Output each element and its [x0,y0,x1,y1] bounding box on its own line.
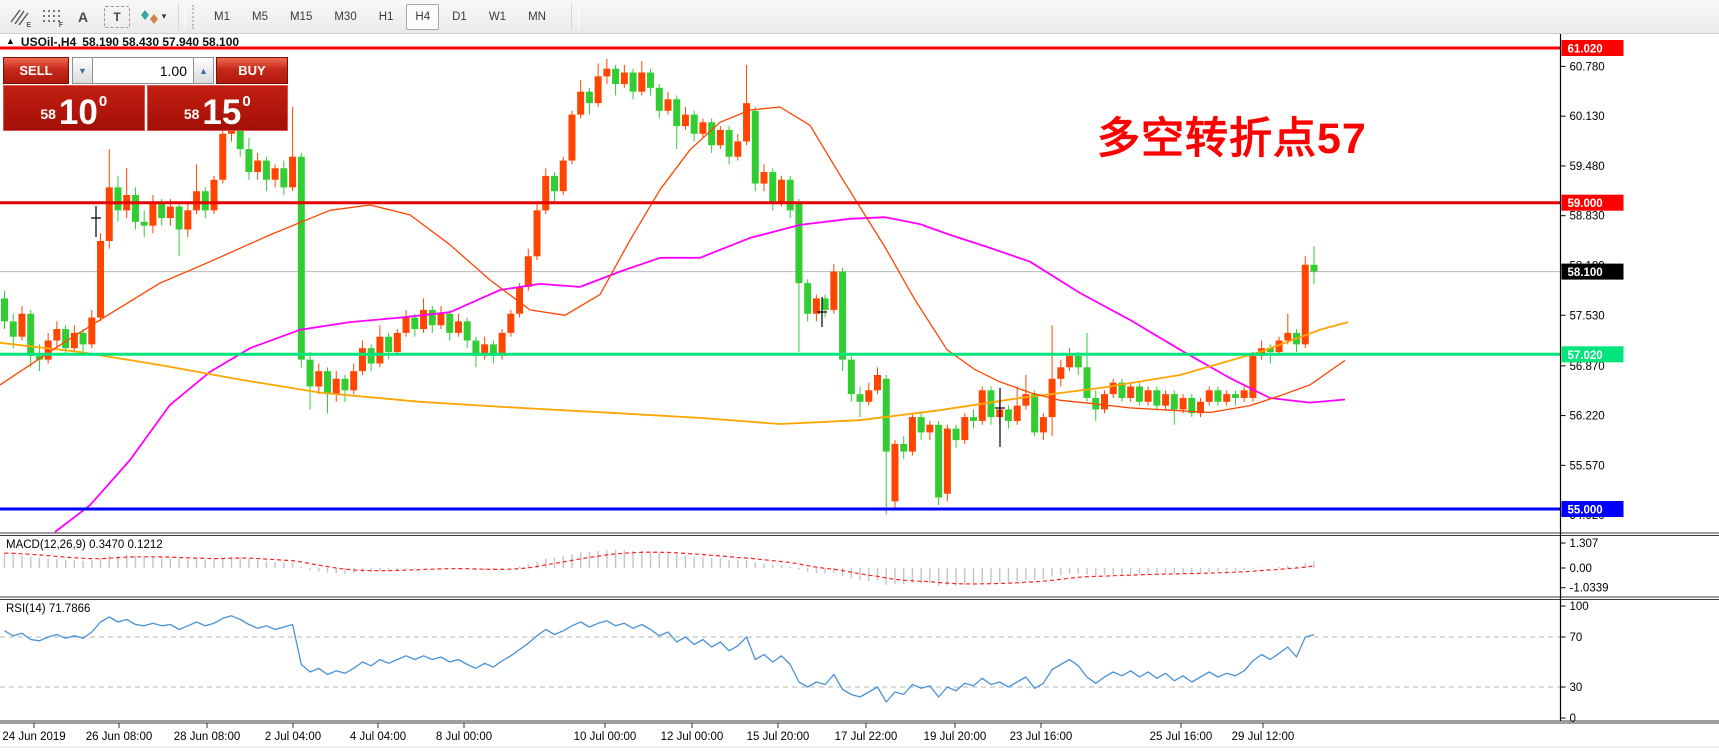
rsi-label: RSI(14) 71.7866 [6,603,90,615]
price-tick-label: 56.870 [1570,361,1605,373]
volume-input[interactable]: 1.00 [93,57,193,84]
time-axis-label: 29 Jul 12:00 [1232,731,1295,743]
timeframe-button-m30[interactable]: M30 [334,10,357,23]
ask-price-big: 15 [202,93,242,133]
price-tick-label: 58.830 [1570,211,1605,223]
symbol-label: USOil-,H4 [20,35,77,49]
time-axis-label: 8 Jul 00:00 [436,731,492,743]
icon-sub-label: F [58,21,63,29]
volume-increase-button[interactable]: ▲ [193,57,214,84]
time-axis-label: 24 Jun 2019 [2,731,65,743]
timeframe-group: M1 M5 M15 M30 H1 H4 D1 W1 MN [203,3,557,30]
price-tick-label: 60.780 [1570,61,1605,73]
macd-signal-line [4,551,1315,585]
text-icon[interactable]: A [77,8,89,25]
volume-decrease-button[interactable]: ▼ [72,57,93,84]
timeframe-button-m15[interactable]: M15 [289,10,313,23]
ask-price-small: 58 [183,106,200,122]
price-badge [1561,263,1624,280]
fibonacci-icon[interactable]: F [36,3,66,31]
price-badge [1561,500,1624,517]
macd-axis-label: -1.0339 [1570,583,1609,595]
icon-sub-label: E [26,21,31,29]
price-tick-label: 60.130 [1570,111,1605,123]
timeframe-button-m1[interactable]: M1 [214,10,230,23]
timeframe-button-h4[interactable]: H4 [406,3,440,30]
ohlc-values: 58.190 58.430 57.940 58.100 [82,35,240,49]
buy-button[interactable]: BUY [216,57,288,84]
toolbar-separator [178,3,186,30]
time-axis-label: 26 Jun 08:00 [86,731,153,743]
ma-slow-line [54,216,1346,533]
price-badge [1561,40,1624,56]
bid-price[interactable]: 58 10 0 [3,85,145,131]
price-badge-label: 58.100 [1568,267,1603,279]
sell-button[interactable]: SELL [3,57,69,84]
rsi-axis-label: 100 [1570,601,1589,613]
timeframe-button-d1[interactable]: D1 [452,10,467,23]
price-badge-label: 61.020 [1568,44,1603,56]
price-badge [1561,194,1624,211]
text-label-icon[interactable]: T [104,5,130,28]
price-tick-label: 55.570 [1570,460,1605,472]
price-tick-label: 57.530 [1570,310,1605,322]
arrows-icon[interactable]: ▾ [134,3,172,31]
price-badge [1561,346,1624,363]
ask-price-sup: 0 [242,93,251,110]
quote-bar: ▲ USOil-,H4 58.190 58.430 57.940 58.100 [6,35,239,49]
macd-label: MACD(12,26,9) 0.3470 0.1212 [6,539,163,551]
toolbar-separator [570,3,579,30]
time-axis-label: 17 Jul 22:00 [835,731,898,743]
time-axis-label: 25 Jul 16:00 [1150,731,1213,743]
macd-axis-label: 1.307 [1570,538,1599,550]
toolbar: E F A T ▾ M1 M5 M15 M30 H1 H4 D1 W1 MN [0,0,1719,34]
collapse-triangle-icon[interactable]: ▲ [6,36,15,46]
price-badge-label: 55.000 [1568,504,1603,516]
timeframe-button-mn[interactable]: MN [528,10,546,23]
time-axis-label: 23 Jul 16:00 [1010,731,1073,743]
price-badge-label: 57.020 [1568,350,1603,362]
rsi-axis-label: 30 [1570,682,1583,694]
dropdown-caret: ▾ [161,11,167,21]
time-axis-label: 28 Jun 08:00 [174,731,241,743]
one-click-trade-panel: SELL ▼ 1.00 ▲ BUY 58 10 0 58 15 0 [3,57,288,131]
price-tick-label: 59.480 [1570,161,1605,173]
price-tick-label: 56.220 [1570,411,1605,423]
timeframe-button-w1[interactable]: W1 [488,10,507,23]
rsi-axis-label: 70 [1570,632,1583,644]
ma-mid-line [0,321,1349,425]
macd-axis-label: 0.00 [1570,563,1592,575]
time-axis-label: 15 Jul 20:00 [747,731,810,743]
time-axis-label: 19 Jul 20:00 [924,731,987,743]
ask-price[interactable]: 58 15 0 [146,85,288,133]
toolbar-grip [192,4,198,29]
bid-price-sup: 0 [98,93,108,110]
rsi-line [4,615,1315,703]
time-axis-label: 2 Jul 04:00 [265,731,321,743]
time-axis-label: 4 Jul 04:00 [350,731,406,743]
bid-price-small: 58 [40,106,56,122]
timeframe-button-m5[interactable]: M5 [251,10,268,23]
rsi-axis-label: 0 [1570,713,1576,725]
time-axis-label: 12 Jul 00:00 [661,731,724,743]
price-badge-label: 59.000 [1568,198,1603,210]
ma-fast-line [0,106,1346,414]
bid-price-big: 10 [58,93,98,133]
time-axis-label: 10 Jul 00:00 [574,731,637,743]
timeframe-button-h1[interactable]: H1 [378,10,394,23]
chart-annotation-text: 多空转折点57 [1097,115,1367,163]
equidistant-channel-icon[interactable]: E [4,3,34,31]
